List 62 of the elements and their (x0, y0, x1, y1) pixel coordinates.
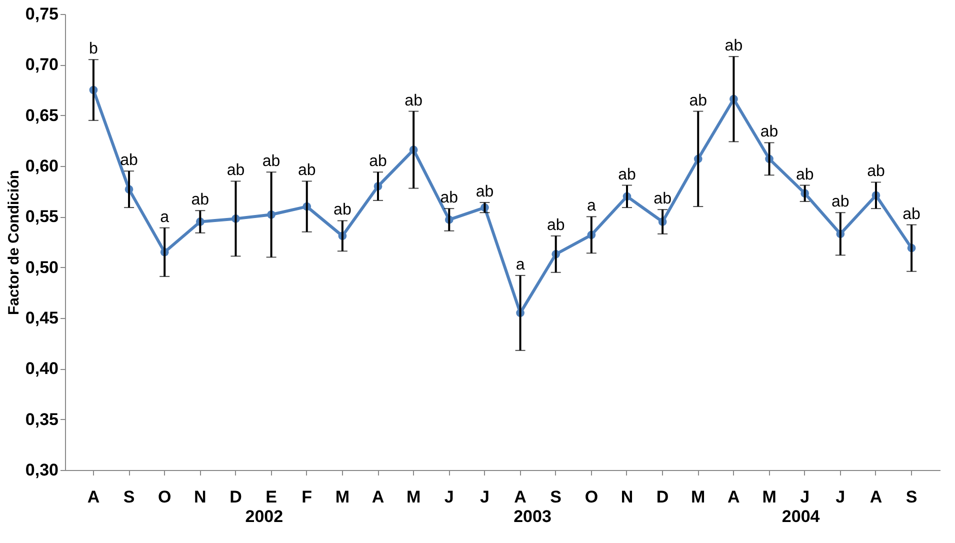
x-tick-label: A (87, 488, 100, 506)
data-label: ab (902, 206, 921, 223)
x-tick-label: S (123, 488, 135, 506)
x-tick-label: S (550, 488, 562, 506)
x-tick-label: O (158, 488, 172, 506)
x-tick-label: N (620, 488, 634, 506)
text: 2002 (245, 507, 284, 527)
x-tick-label: A (514, 488, 526, 506)
y-tick-label: 0,55 (25, 207, 58, 226)
x-tick-label: F (302, 488, 312, 506)
x-tick-label: A (372, 488, 384, 506)
data-label: a (160, 208, 170, 226)
data-label: ab (226, 162, 245, 180)
x-tick-label: J (836, 488, 846, 506)
y-tick-label: 0,45 (25, 308, 58, 328)
data-label: ab (476, 183, 494, 200)
y-axis-title: Factor de Condición (5, 170, 22, 316)
x-tick-label: E (266, 488, 277, 506)
x-tick-label: M (406, 488, 421, 506)
x-tick-label: D (230, 488, 242, 506)
y-tick-label: 0,35 (25, 410, 58, 429)
data-label: ab (618, 166, 636, 184)
y-tick-label: 0,70 (25, 55, 58, 74)
data-label: ab (120, 152, 138, 170)
x-tick-label: M (762, 488, 776, 506)
x-tick-label: M (691, 488, 706, 506)
x-tick-label: M (335, 488, 350, 506)
y-tick-label: 0,60 (25, 156, 58, 176)
x-tick-label: S (906, 488, 918, 506)
data-label: ab (832, 194, 850, 211)
y-tick-label: 0,30 (25, 460, 58, 480)
data-label: ab (867, 163, 885, 180)
y-tick-label: 0,65 (25, 106, 58, 125)
data-label: ab (654, 190, 672, 208)
y-tick-label: 0,50 (25, 258, 58, 277)
x-tick-label: O (584, 488, 598, 506)
data-label: ab (689, 92, 708, 110)
x-tick-label: J (800, 488, 810, 506)
data-label: ab (334, 202, 352, 219)
y-tick-label: 0,75 (25, 4, 58, 24)
x-tick-label: N (194, 488, 206, 506)
data-label: ab (369, 153, 388, 170)
x-tick-label: J (444, 488, 454, 506)
text: 2003 (514, 507, 552, 527)
y-tick-label: 0,40 (25, 359, 58, 378)
data-label: a (586, 198, 596, 215)
text: 2004 (782, 507, 820, 527)
data-label: ab (546, 216, 565, 234)
data-label: ab (796, 166, 814, 184)
data-label: ab (191, 192, 210, 209)
x-tick-label: A (728, 488, 740, 506)
data-label: b (89, 40, 98, 58)
data-label: a (516, 256, 525, 274)
x-tick-label: J (480, 488, 490, 506)
data-label: ab (440, 190, 458, 207)
data-label: ab (760, 124, 778, 141)
data-label: ab (724, 38, 743, 55)
data-label: ab (298, 162, 316, 180)
x-tick-label: A (870, 488, 882, 506)
x-tick-label: D (656, 488, 669, 506)
data-label: ab (404, 92, 423, 110)
data-label: ab (262, 153, 280, 170)
